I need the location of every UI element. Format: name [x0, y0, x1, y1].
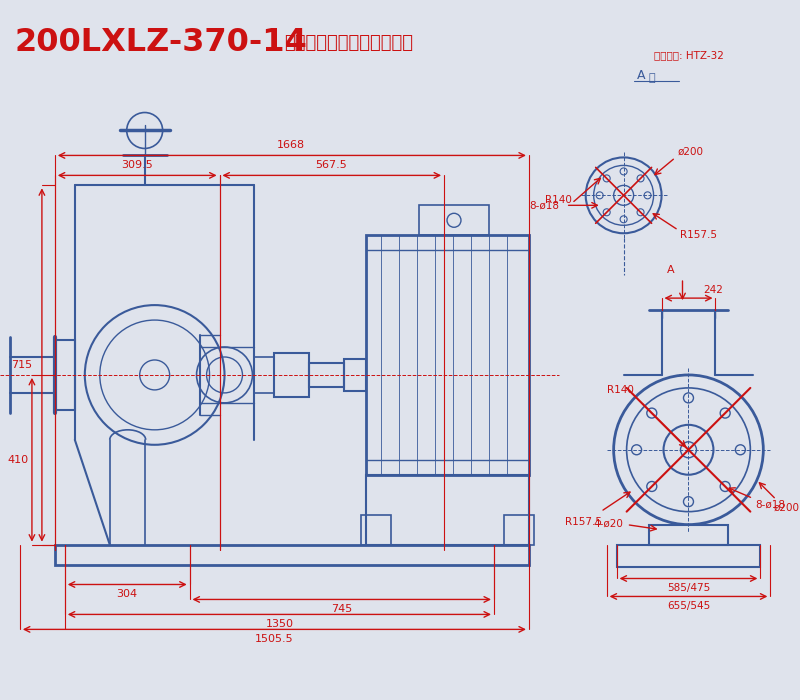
Text: 585/475: 585/475 — [667, 584, 710, 594]
Text: 410: 410 — [7, 455, 29, 465]
Text: 1505.5: 1505.5 — [255, 634, 294, 645]
Text: 向: 向 — [649, 73, 655, 83]
Text: 底座件号: HTZ-32: 底座件号: HTZ-32 — [654, 50, 723, 61]
Text: 242: 242 — [703, 285, 723, 295]
Text: R140: R140 — [607, 385, 634, 395]
Text: R140: R140 — [546, 195, 572, 205]
Text: ø200: ø200 — [678, 146, 703, 156]
Text: 715: 715 — [11, 360, 33, 370]
Bar — [55, 340, 75, 410]
Bar — [254, 357, 274, 393]
Bar — [344, 359, 366, 391]
Text: R157.5: R157.5 — [680, 230, 717, 240]
Bar — [504, 514, 534, 545]
Bar — [617, 545, 760, 566]
Text: A: A — [666, 265, 674, 275]
Text: 567.5: 567.5 — [315, 160, 347, 170]
Text: 200LXLZ-370-14: 200LXLZ-370-14 — [15, 27, 308, 58]
Bar — [366, 235, 529, 475]
Bar — [366, 475, 529, 545]
Text: 309.5: 309.5 — [121, 160, 153, 170]
Bar — [274, 353, 310, 397]
Bar — [649, 524, 728, 545]
Text: 4-ø20: 4-ø20 — [594, 519, 623, 528]
Text: 655/545: 655/545 — [667, 601, 710, 611]
Text: A: A — [637, 69, 645, 82]
Text: ø200: ø200 — [774, 503, 799, 512]
Text: 304: 304 — [116, 589, 138, 599]
Bar — [310, 363, 344, 387]
Text: 8-ø18: 8-ø18 — [529, 200, 559, 210]
Text: 1350: 1350 — [266, 620, 294, 629]
Text: 型纸浆泵外形图及安装尺寸: 型纸浆泵外形图及安装尺寸 — [284, 34, 414, 52]
Bar — [419, 205, 489, 235]
Text: 1668: 1668 — [278, 141, 306, 150]
Text: 745: 745 — [330, 604, 352, 615]
Bar — [55, 545, 529, 564]
Text: 8-ø18: 8-ø18 — [755, 499, 785, 510]
Text: R157.5: R157.5 — [566, 517, 602, 526]
Bar — [362, 514, 391, 545]
